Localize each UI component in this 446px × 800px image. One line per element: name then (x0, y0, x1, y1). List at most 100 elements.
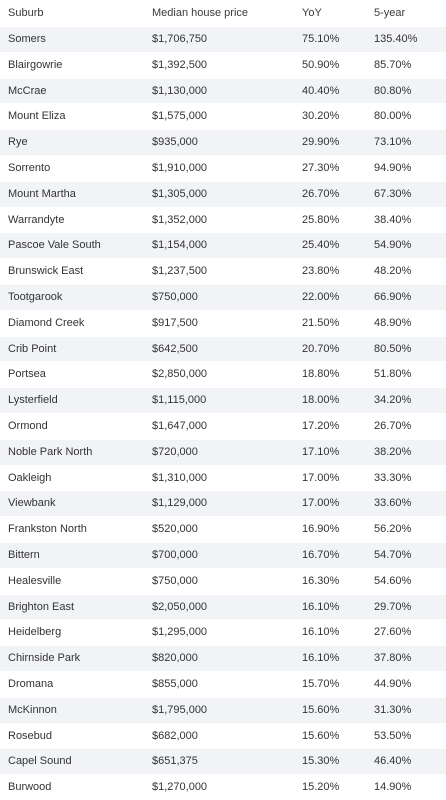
yoy-cell: 22.00% (302, 283, 374, 311)
five-year-cell: 33.30% (374, 464, 446, 491)
table-row: Somers $1,706,750 75.10% 135.40% (0, 26, 446, 53)
yoy-cell: 29.90% (302, 129, 374, 156)
median-price-cell: $855,000 (152, 670, 302, 698)
five-year-cell: 80.00% (374, 103, 446, 130)
suburb-cell: Bittern (0, 541, 152, 569)
suburb-cell: Brunswick East (0, 258, 152, 285)
five-year-cell: 31.30% (374, 696, 446, 724)
median-price-cell: $1,295,000 (152, 619, 302, 646)
yoy-cell: 17.20% (302, 412, 374, 440)
yoy-cell: 16.70% (302, 541, 374, 569)
five-year-cell: 26.70% (374, 412, 446, 440)
suburb-cell: McKinnon (0, 696, 152, 724)
median-price-cell: $1,706,750 (152, 26, 302, 53)
table-row: Lysterfield $1,115,000 18.00% 34.20% (0, 387, 446, 414)
suburb-cell: Dromana (0, 670, 152, 698)
median-price-cell: $1,910,000 (152, 154, 302, 182)
suburb-cell: Somers (0, 26, 152, 53)
yoy-cell: 23.80% (302, 258, 374, 285)
yoy-cell: 15.20% (302, 774, 374, 800)
median-price-cell: $700,000 (152, 541, 302, 569)
suburb-cell: Lysterfield (0, 387, 152, 414)
header-suburb[interactable]: Suburb (8, 7, 44, 19)
suburb-cell: Portsea (0, 361, 152, 388)
table-row: McKinnon $1,795,000 15.60% 31.30% (0, 696, 446, 724)
table-row: Tootgarook $750,000 22.00% 66.90% (0, 283, 446, 311)
table-row: Warrandyte $1,352,000 25.80% 38.40% (0, 206, 446, 233)
median-price-cell: $750,000 (152, 567, 302, 595)
table-row: Ormond $1,647,000 17.20% 26.70% (0, 412, 446, 440)
table-row: Sorrento $1,910,000 27.30% 94.90% (0, 154, 446, 182)
five-year-cell: 66.90% (374, 283, 446, 311)
yoy-cell: 15.60% (302, 696, 374, 724)
table-row: Brunswick East $1,237,500 23.80% 48.20% (0, 258, 446, 285)
suburb-cell: Capel Sound (0, 748, 152, 775)
median-price-cell: $935,000 (152, 129, 302, 156)
yoy-cell: 17.10% (302, 438, 374, 466)
table-row: McCrae $1,130,000 40.40% 80.80% (0, 77, 446, 104)
table-row: Dromana $855,000 15.70% 44.90% (0, 670, 446, 698)
yoy-cell: 15.60% (302, 722, 374, 749)
suburb-cell: Tootgarook (0, 283, 152, 311)
suburb-cell: Crib Point (0, 335, 152, 362)
table-row: Mount Martha $1,305,000 26.70% 67.30% (0, 180, 446, 208)
table-row: Diamond Creek $917,500 21.50% 48.90% (0, 309, 446, 337)
yoy-cell: 50.90% (302, 51, 374, 79)
five-year-cell: 56.20% (374, 516, 446, 543)
median-price-cell: $1,154,000 (152, 232, 302, 259)
suburb-cell: Burwood (0, 774, 152, 800)
table-row: Oakleigh $1,310,000 17.00% 33.30% (0, 464, 446, 491)
yoy-cell: 15.30% (302, 748, 374, 775)
yoy-cell: 27.30% (302, 154, 374, 182)
table-row: Capel Sound $651,375 15.30% 46.40% (0, 748, 446, 775)
table-row: Chirnside Park $820,000 16.10% 37.80% (0, 645, 446, 672)
median-price-cell: $1,575,000 (152, 103, 302, 130)
suburb-cell: Warrandyte (0, 206, 152, 233)
five-year-cell: 67.30% (374, 180, 446, 208)
five-year-cell: 54.70% (374, 541, 446, 569)
yoy-cell: 16.10% (302, 593, 374, 620)
median-price-cell: $1,392,500 (152, 51, 302, 79)
suburb-cell: Healesville (0, 567, 152, 595)
header-5-year[interactable]: 5-year (374, 7, 406, 19)
header-median-price[interactable]: Median house price (152, 7, 249, 19)
table-body: Somers $1,706,750 75.10% 135.40% Blairgowrie… (0, 26, 446, 800)
five-year-cell: 54.90% (374, 232, 446, 259)
five-year-cell: 48.20% (374, 258, 446, 285)
five-year-cell: 34.20% (374, 387, 446, 414)
yoy-cell: 25.40% (302, 232, 374, 259)
five-year-cell: 94.90% (374, 154, 446, 182)
five-year-cell: 37.80% (374, 645, 446, 672)
table-row: Healesville $750,000 16.30% 54.60% (0, 567, 446, 595)
yoy-cell: 25.80% (302, 206, 374, 233)
table-row: Pascoe Vale South $1,154,000 25.40% 54.90% (0, 232, 446, 259)
yoy-cell: 40.40% (302, 77, 374, 104)
header-yoy[interactable]: YoY (302, 7, 322, 19)
median-price-cell: $1,795,000 (152, 696, 302, 724)
five-year-cell: 51.80% (374, 361, 446, 388)
yoy-cell: 15.70% (302, 670, 374, 698)
suburb-cell: Pascoe Vale South (0, 232, 152, 259)
median-price-cell: $820,000 (152, 645, 302, 672)
table-row: Burwood $1,270,000 15.20% 14.90% (0, 774, 446, 800)
median-price-cell: $1,129,000 (152, 490, 302, 517)
median-price-cell: $520,000 (152, 516, 302, 543)
yoy-cell: 30.20% (302, 103, 374, 130)
table-row: Crib Point $642,500 20.70% 80.50% (0, 335, 446, 362)
yoy-cell: 20.70% (302, 335, 374, 362)
median-price-cell: $1,237,500 (152, 258, 302, 285)
yoy-cell: 16.30% (302, 567, 374, 595)
five-year-cell: 14.90% (374, 774, 446, 800)
table-row: Viewbank $1,129,000 17.00% 33.60% (0, 490, 446, 517)
suburb-cell: Sorrento (0, 154, 152, 182)
five-year-cell: 80.50% (374, 335, 446, 362)
five-year-cell: 48.90% (374, 309, 446, 337)
five-year-cell: 53.50% (374, 722, 446, 749)
median-price-cell: $1,647,000 (152, 412, 302, 440)
suburb-cell: Diamond Creek (0, 309, 152, 337)
median-price-cell: $2,850,000 (152, 361, 302, 388)
table-row: Frankston North $520,000 16.90% 56.20% (0, 516, 446, 543)
median-price-cell: $642,500 (152, 335, 302, 362)
yoy-cell: 17.00% (302, 464, 374, 491)
five-year-cell: 38.20% (374, 438, 446, 466)
